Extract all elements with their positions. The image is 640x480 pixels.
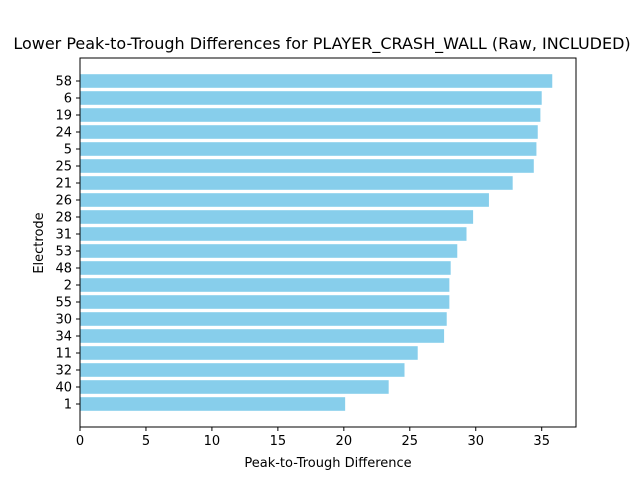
y-tick-label: 31 xyxy=(55,228,72,243)
bar-electrode-11 xyxy=(80,346,418,360)
bar-electrode-19 xyxy=(80,108,541,122)
y-tick-label: 2 xyxy=(64,279,72,294)
y-tick-label: 21 xyxy=(55,177,72,192)
y-tick-label: 5 xyxy=(64,143,72,158)
bar-electrode-21 xyxy=(80,176,513,190)
bar-electrode-40 xyxy=(80,380,389,394)
x-tick-label: 5 xyxy=(142,434,150,449)
bar-electrode-26 xyxy=(80,193,489,207)
bar-electrode-28 xyxy=(80,210,474,224)
y-tick-label: 1 xyxy=(64,398,72,413)
y-tick-label: 40 xyxy=(55,381,72,396)
bar-electrode-24 xyxy=(80,125,538,139)
y-tick-label: 30 xyxy=(55,313,72,328)
y-tick-label: 25 xyxy=(55,160,72,175)
x-tick-label: 25 xyxy=(402,434,419,449)
bar-electrode-34 xyxy=(80,329,445,343)
bar-electrode-53 xyxy=(80,244,458,258)
bar-electrode-5 xyxy=(80,142,537,156)
y-tick-label: 32 xyxy=(55,364,72,379)
y-ticks-group: 1 40 32 11 34 30 55 2 48 53 31 28 26 21 25 5 24 19 6 58 xyxy=(55,75,80,413)
y-tick-label: 6 xyxy=(64,92,72,107)
x-tick-label: 30 xyxy=(467,434,484,449)
bar-electrode-55 xyxy=(80,295,450,309)
x-tick-label: 10 xyxy=(204,434,221,449)
y-tick-label: 48 xyxy=(55,262,72,277)
y-tick-label: 19 xyxy=(55,109,72,124)
bars-group xyxy=(80,74,553,411)
y-tick-label: 28 xyxy=(55,211,72,226)
y-tick-label: 58 xyxy=(55,75,72,90)
x-axis-label: Peak-to-Trough Difference xyxy=(244,456,411,471)
bar-electrode-32 xyxy=(80,363,405,377)
y-tick-label: 55 xyxy=(55,296,72,311)
y-tick-label: 11 xyxy=(55,347,72,362)
chart-title: Lower Peak-to-Trough Differences for PLA… xyxy=(13,34,630,54)
y-tick-label: 24 xyxy=(55,126,72,141)
bar-electrode-48 xyxy=(80,261,451,275)
x-ticks-group: 0 5 10 15 20 25 30 35 xyxy=(76,427,550,449)
bar-electrode-6 xyxy=(80,91,542,105)
y-tick-label: 53 xyxy=(55,245,72,260)
x-tick-label: 15 xyxy=(270,434,287,449)
bar-electrode-31 xyxy=(80,227,467,241)
bar-electrode-1 xyxy=(80,397,346,411)
x-tick-label: 0 xyxy=(76,434,84,449)
bar-electrode-25 xyxy=(80,159,534,173)
y-axis-label: Electrode xyxy=(32,212,47,273)
y-tick-label: 34 xyxy=(55,330,72,345)
plot-frame xyxy=(79,57,577,428)
y-tick-label: 26 xyxy=(55,194,72,209)
x-tick-label: 20 xyxy=(336,434,353,449)
x-tick-label: 35 xyxy=(533,434,550,449)
bar-electrode-30 xyxy=(80,312,447,326)
bar-electrode-58 xyxy=(80,74,553,88)
bar-electrode-2 xyxy=(80,278,450,292)
